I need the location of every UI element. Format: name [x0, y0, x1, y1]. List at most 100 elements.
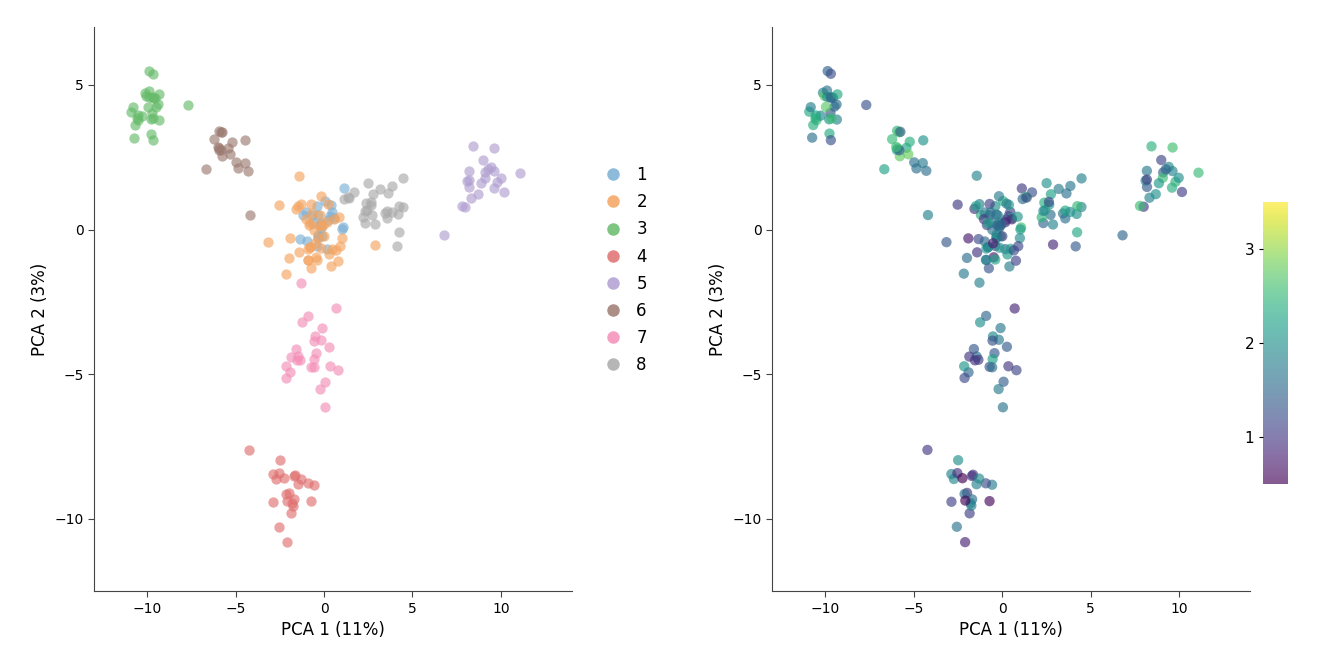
Point [966, 247, 988, 258]
Point [976, 255, 997, 265]
Point [290, 473, 312, 484]
Point [210, 127, 231, 138]
Point [995, 244, 1016, 255]
Point [1055, 205, 1077, 216]
Point [978, 263, 1000, 274]
Point [966, 479, 988, 490]
Point [489, 173, 511, 183]
Point [387, 241, 409, 252]
Point [136, 91, 157, 101]
Point [280, 233, 301, 244]
Point [310, 221, 332, 232]
Point [289, 234, 310, 245]
Point [314, 376, 336, 387]
Point [964, 355, 985, 366]
Point [798, 106, 820, 117]
Point [282, 498, 304, 509]
Point [1039, 199, 1060, 210]
Point [308, 233, 329, 243]
Point [1188, 167, 1210, 178]
Point [292, 317, 313, 328]
Point [477, 164, 499, 175]
Point [321, 243, 343, 254]
Point [472, 155, 493, 165]
Point [312, 323, 333, 333]
Point [308, 209, 329, 220]
Point [281, 351, 302, 362]
Point [269, 455, 290, 466]
Point [142, 69, 164, 79]
Point [1159, 161, 1180, 172]
Point [991, 219, 1012, 230]
Point [1154, 164, 1176, 175]
Point [208, 144, 230, 155]
Point [976, 478, 997, 489]
Point [888, 145, 910, 156]
Point [364, 219, 386, 230]
Point [968, 234, 989, 245]
Point [800, 102, 821, 113]
Point [312, 219, 333, 230]
Point [966, 351, 988, 362]
Point [989, 220, 1011, 230]
Point [332, 224, 353, 235]
Point [265, 474, 286, 485]
Point [374, 208, 395, 219]
Point [958, 508, 980, 519]
Point [138, 91, 160, 102]
Point [946, 521, 968, 532]
Point [296, 207, 317, 218]
Point [816, 101, 837, 112]
Point [1001, 214, 1023, 224]
Point [1150, 155, 1172, 165]
Point [1008, 241, 1030, 251]
Point [874, 164, 895, 175]
Point [816, 85, 837, 96]
X-axis label: PCA 1 (11%): PCA 1 (11%) [960, 622, 1063, 639]
Point [226, 157, 247, 168]
Point [917, 445, 938, 456]
Point [886, 144, 907, 155]
Point [309, 210, 331, 221]
Point [974, 207, 996, 218]
Point [142, 93, 164, 103]
Point [802, 120, 824, 130]
Point [306, 254, 328, 265]
Point [480, 161, 501, 172]
Point [980, 217, 1001, 228]
Point [816, 91, 837, 102]
Point [284, 469, 305, 480]
Point [805, 110, 827, 121]
Point [1000, 206, 1021, 217]
Point [981, 224, 1003, 235]
Point [957, 233, 978, 244]
Point [234, 158, 255, 169]
Point [996, 341, 1017, 352]
Point [329, 211, 351, 222]
Point [976, 243, 997, 254]
Point [943, 474, 965, 485]
Point [474, 167, 496, 178]
Point [988, 335, 1009, 345]
Point [145, 101, 167, 112]
Point [177, 99, 199, 110]
Point [137, 101, 159, 112]
Point [323, 214, 344, 224]
Point [454, 202, 476, 212]
Point [992, 402, 1013, 413]
Point [457, 175, 478, 186]
Point [1055, 213, 1077, 224]
Point [1001, 213, 1023, 224]
Point [314, 196, 336, 206]
Point [976, 255, 997, 265]
Point [142, 135, 164, 146]
Point [1136, 165, 1157, 176]
Point [820, 135, 841, 146]
Point [969, 199, 991, 210]
Point [337, 192, 359, 202]
Point [1136, 181, 1157, 192]
Point [981, 362, 1003, 373]
Point [269, 468, 290, 478]
Point [360, 197, 382, 208]
Point [274, 268, 296, 279]
